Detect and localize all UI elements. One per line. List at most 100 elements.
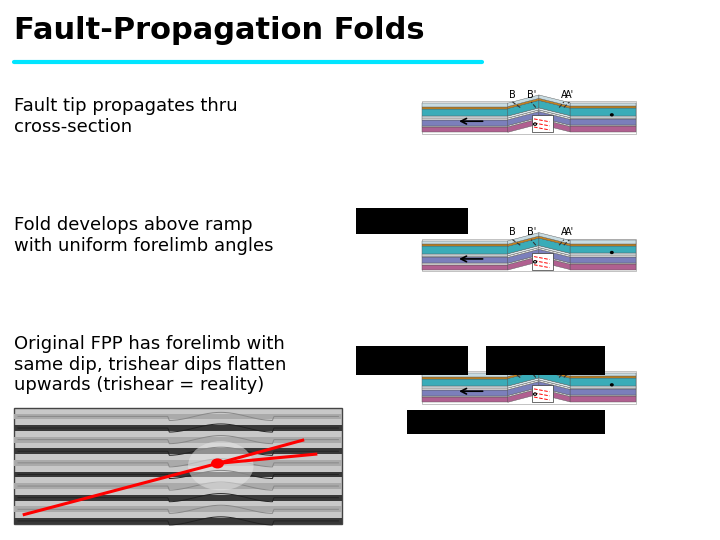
Bar <box>570 106 636 108</box>
Polygon shape <box>508 389 539 402</box>
Polygon shape <box>508 256 539 270</box>
Bar <box>422 379 508 386</box>
Bar <box>422 258 508 263</box>
Polygon shape <box>539 249 570 263</box>
Bar <box>570 376 636 378</box>
Polygon shape <box>508 236 539 246</box>
Polygon shape <box>539 95 570 106</box>
Text: B': B' <box>526 90 536 100</box>
Polygon shape <box>539 382 570 395</box>
Bar <box>14 518 342 524</box>
Bar <box>14 408 342 524</box>
Polygon shape <box>532 115 552 132</box>
Polygon shape <box>539 256 570 269</box>
Bar <box>570 108 636 116</box>
Polygon shape <box>539 238 570 253</box>
Text: A: A <box>560 90 567 100</box>
Bar <box>14 483 342 489</box>
Bar <box>422 106 508 109</box>
Bar <box>14 414 342 419</box>
Polygon shape <box>539 378 570 388</box>
Text: Fault-Propagation Folds: Fault-Propagation Folds <box>14 16 425 45</box>
Bar <box>422 246 508 254</box>
Polygon shape <box>508 108 539 118</box>
Bar <box>570 373 636 376</box>
Text: A': A' <box>564 360 574 370</box>
Polygon shape <box>508 110 539 120</box>
Polygon shape <box>508 233 539 244</box>
Bar <box>422 125 508 127</box>
Polygon shape <box>508 368 539 379</box>
Polygon shape <box>539 387 570 396</box>
Bar <box>422 101 636 134</box>
Text: Fold develops above ramp
with uniform forelimb angles: Fold develops above ramp with uniform fo… <box>14 216 274 255</box>
Bar <box>422 265 508 270</box>
Bar <box>422 239 636 272</box>
Circle shape <box>611 384 613 386</box>
Bar <box>422 386 508 388</box>
Bar <box>14 495 342 501</box>
Bar <box>570 264 636 269</box>
Polygon shape <box>508 117 539 127</box>
Polygon shape <box>539 389 570 402</box>
Bar <box>570 119 636 125</box>
Bar <box>14 448 342 454</box>
Polygon shape <box>539 248 570 257</box>
Bar <box>570 125 636 126</box>
Polygon shape <box>508 387 539 397</box>
Bar <box>422 388 508 390</box>
Polygon shape <box>508 380 539 390</box>
Bar <box>570 103 636 106</box>
Circle shape <box>534 261 536 263</box>
Text: A: A <box>560 360 567 370</box>
Bar <box>422 256 508 258</box>
Polygon shape <box>508 238 539 254</box>
Polygon shape <box>508 249 539 263</box>
Bar <box>422 127 508 132</box>
Polygon shape <box>539 98 570 108</box>
Circle shape <box>534 123 536 125</box>
Bar <box>422 390 508 395</box>
Text: B: B <box>509 227 516 238</box>
Polygon shape <box>539 246 570 255</box>
Text: A': A' <box>564 227 574 238</box>
Polygon shape <box>532 385 552 402</box>
Bar <box>14 471 342 477</box>
Bar <box>422 263 508 265</box>
Bar <box>422 244 508 246</box>
Bar <box>422 254 508 256</box>
Bar <box>422 241 508 244</box>
Bar <box>570 246 636 253</box>
Circle shape <box>212 459 223 468</box>
Bar <box>407 410 605 434</box>
Bar <box>422 371 636 404</box>
Bar <box>422 373 508 376</box>
Polygon shape <box>539 380 570 389</box>
Bar <box>14 507 342 512</box>
Bar <box>422 376 508 379</box>
Bar <box>14 460 342 465</box>
Bar <box>14 437 342 443</box>
Polygon shape <box>539 119 570 132</box>
Bar <box>570 378 636 386</box>
Bar <box>422 116 508 118</box>
Bar <box>486 346 605 375</box>
Text: A': A' <box>564 90 574 100</box>
Text: Fault tip propagates thru
cross-section: Fault tip propagates thru cross-section <box>14 97 238 136</box>
Polygon shape <box>539 110 570 119</box>
Bar <box>570 255 636 257</box>
Bar <box>570 116 636 118</box>
Polygon shape <box>508 112 539 125</box>
Polygon shape <box>539 368 570 378</box>
Bar <box>570 389 636 395</box>
Polygon shape <box>539 117 570 126</box>
Bar <box>422 103 508 106</box>
Polygon shape <box>508 248 539 258</box>
Polygon shape <box>532 253 552 270</box>
Polygon shape <box>508 98 539 109</box>
Polygon shape <box>508 255 539 265</box>
Bar <box>422 395 508 397</box>
Circle shape <box>611 252 613 253</box>
Polygon shape <box>508 100 539 116</box>
Bar <box>570 244 636 246</box>
